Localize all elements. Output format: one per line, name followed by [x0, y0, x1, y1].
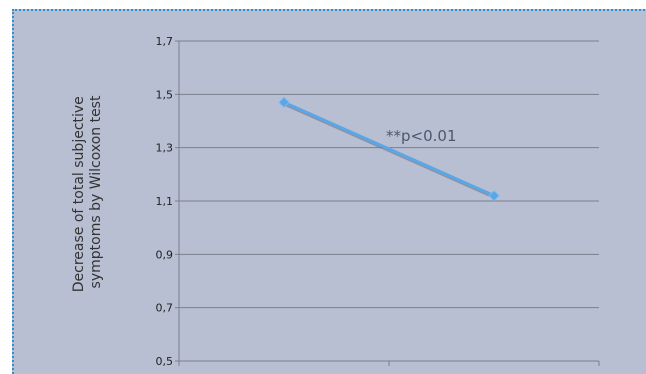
x-tick-marks	[178, 361, 600, 366]
y-tick-label: 0,5	[156, 355, 174, 368]
y-axis-title: Decrease of total subjective symptoms by…	[71, 92, 104, 292]
y-tick-labels: 0,5 0,7 0,9 1,1 1,3 1,5 1,7	[156, 35, 174, 368]
y-tick-label: 0,7	[156, 302, 174, 315]
y-axis-title-line-1: Decrease of total subjective	[71, 96, 87, 292]
significance-annotation: **p<0.01	[386, 127, 457, 145]
chart-area: 0,5 0,7 0,9 1,1 1,3 1,5 1,7 **p<0.01 Decrease …	[12, 9, 646, 374]
y-axis-title-line-2: symptoms by Wilcoxon test	[88, 95, 104, 288]
y-tick-label: 1,3	[156, 142, 174, 155]
y-tick-label: 1,7	[156, 35, 174, 48]
data-point-marker	[488, 189, 500, 202]
y-tick-label: 1,1	[156, 195, 174, 208]
series-line	[283, 100, 495, 198]
data-point-marker	[278, 96, 290, 109]
y-tick-label: 0,9	[156, 248, 174, 261]
series	[278, 96, 500, 202]
chart-plot: 0,5 0,7 0,9 1,1 1,3 1,5 1,7 **p<0.01 Decrease …	[71, 35, 600, 368]
gridlines	[175, 40, 599, 362]
y-tick-label: 1,5	[156, 88, 174, 101]
